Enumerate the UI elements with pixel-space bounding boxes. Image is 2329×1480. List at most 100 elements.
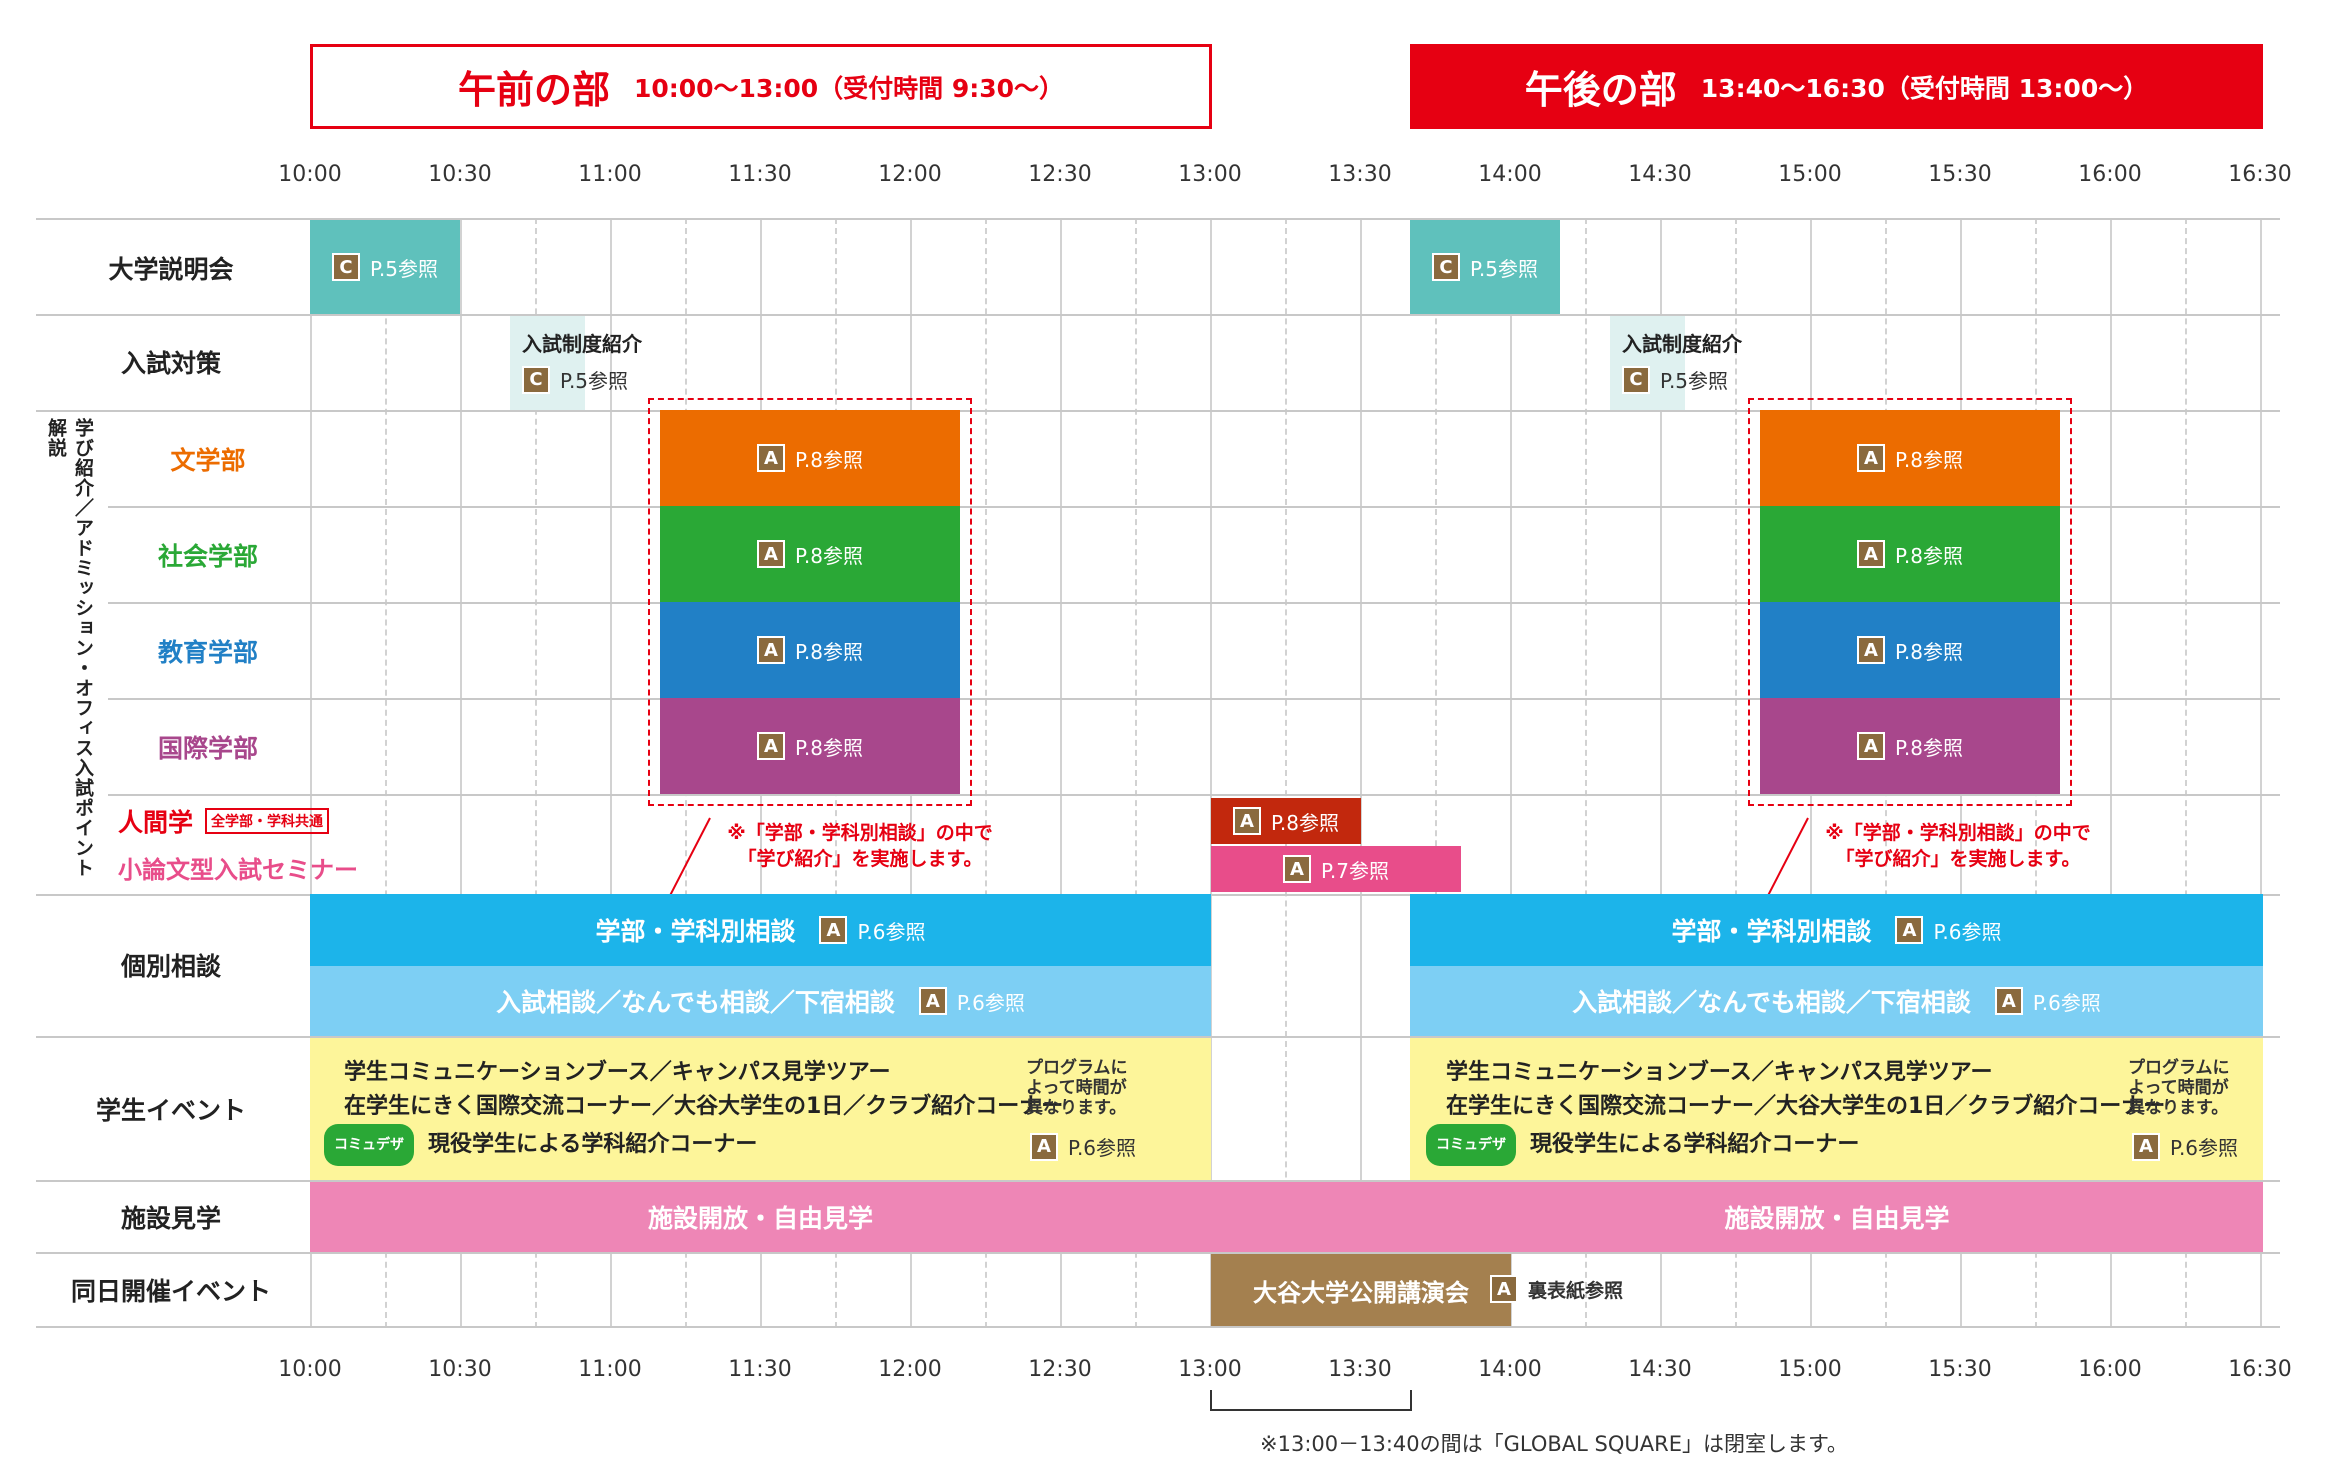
grid-line-minor — [1285, 218, 1287, 1328]
row-label-kobetsu: 個別相談 — [120, 952, 221, 981]
ref-p6: P.6参照 — [2170, 1136, 2239, 1160]
time-tick-label: 15:00 — [1778, 162, 1842, 187]
badge-a-icon: A — [756, 444, 785, 472]
event-line2: 在学生にきく国際交流コーナー／大谷大学生の1日／クラブ紹介コーナー — [344, 1094, 1064, 1119]
grid-line-minor — [985, 218, 987, 1328]
grid-line-minor — [2185, 218, 2187, 1328]
badge-c-icon: C — [331, 253, 360, 281]
badge-a-icon: A — [1856, 444, 1885, 472]
grid-row-line — [36, 1180, 2280, 1182]
badge-a-icon: A — [1030, 1132, 1058, 1161]
afternoon-header: 午後の部 13:40〜16:30（受付時間 13:00〜） — [1410, 44, 2263, 129]
grid-line-minor — [1435, 218, 1437, 1328]
time-tick-label: 16:30 — [2228, 1357, 2292, 1382]
badge-a-icon: A — [1282, 855, 1311, 883]
kyoiku-am-block: A P.8参照 — [660, 602, 960, 698]
ningengaku-block: A P.8参照 — [1211, 798, 1361, 844]
note-gakubu-pm: ※「学部・学科別相談」の中で 「学び紹介」を実施します。 — [1825, 822, 2091, 870]
ref-p8: P.8参照 — [1894, 639, 1964, 664]
row-label-ningengaku-group: 人間学 全学部・学科共通 — [118, 806, 358, 837]
grid-row-line — [36, 410, 2280, 412]
ref-p8: P.8参照 — [794, 639, 864, 664]
bungakubu-am-block: A P.8参照 — [660, 410, 960, 506]
time-tick-label: 12:30 — [1028, 1357, 1092, 1382]
event-line3: 現役学生による学科紹介コーナー — [428, 1132, 758, 1157]
nyushi-am-bg — [510, 316, 585, 410]
time-tick-label: 15:00 — [1778, 1357, 1842, 1382]
nyushi-soudan-label: 入試相談／なんでも相談／下宿相談 — [1572, 988, 1971, 1017]
gakubu-soudan-pm-block: 学部・学科別相談 A P.6参照 — [1410, 894, 2263, 966]
gakubu-pm-dashed-frame — [1748, 398, 2072, 806]
grid-line-minor — [385, 218, 387, 1328]
row-label-shoronbun: 小論文型入試セミナー — [118, 856, 358, 884]
event-line2: 在学生にきく国際交流コーナー／大谷大学生の1日／クラブ紹介コーナー — [1446, 1094, 2166, 1119]
program-note: プログラムに よって時間が 異なります。 — [2128, 1058, 2230, 1118]
morning-time: 10:00〜13:00（受付時間 9:30〜） — [633, 73, 1065, 103]
gakusei-event-am-block: 学生コミュニケーションブース／キャンパス見学ツアー 在学生にきく国際交流コーナー… — [310, 1038, 1211, 1180]
badge-a-icon: A — [918, 987, 947, 1015]
badge-c-icon: C — [1622, 365, 1650, 394]
badge-a-icon: A — [819, 916, 848, 944]
grid-row-line — [108, 698, 2280, 700]
grid-line-major — [1660, 218, 1662, 1328]
gakubu-soudan-label: 学部・学科別相談 — [1671, 917, 1872, 946]
setsumeikai-am-block: C P.5参照 — [310, 220, 460, 314]
grid-row-line — [36, 218, 2280, 220]
comyudeza-tag: コミュデザ — [324, 1124, 414, 1166]
gakubu-soudan-label: 学部・学科別相談 — [595, 917, 796, 946]
time-tick-label: 16:00 — [2078, 162, 2142, 187]
time-tick-label: 15:30 — [1928, 1357, 1992, 1382]
nyushi-seido-label: 入試制度紹介 — [522, 332, 642, 356]
time-tick-label: 11:30 — [728, 1357, 792, 1382]
time-tick-label: 12:00 — [878, 1357, 942, 1382]
time-tick-label: 13:00 — [1178, 162, 1242, 187]
time-tick-label: 11:00 — [578, 1357, 642, 1382]
badge-a-icon: A — [2132, 1132, 2160, 1161]
time-tick-label: 10:00 — [278, 1357, 342, 1382]
time-tick-label: 14:30 — [1628, 162, 1692, 187]
time-tick-label: 14:30 — [1628, 1357, 1692, 1382]
morning-header: 午前の部 10:00〜13:00（受付時間 9:30〜） — [310, 44, 1212, 129]
shisetsu-pm-block: 施設開放・自由見学 — [1211, 1182, 2263, 1252]
time-tick-label: 13:30 — [1328, 1357, 1392, 1382]
koukai-kouen-label: 大谷大学公開講演会 — [1253, 1278, 1469, 1307]
gakubu-soudan-am-block: 学部・学科別相談 A P.6参照 — [310, 894, 1211, 966]
grid-line-minor — [535, 218, 537, 1328]
ref-p6: P.6参照 — [1068, 1136, 1137, 1160]
ref-p8: P.8参照 — [1894, 543, 1964, 568]
afternoon-title: 午後の部 — [1524, 68, 1677, 112]
nyushi-seido-label: 入試制度紹介 — [1622, 332, 1742, 356]
shisetsu-kaiho-label: 施設開放・自由見学 — [647, 1204, 873, 1233]
time-tick-label: 10:30 — [428, 1357, 492, 1382]
time-tick-label: 13:00 — [1178, 1357, 1242, 1382]
event-line1: 学生コミュニケーションブース／キャンパス見学ツアー — [344, 1060, 891, 1085]
row-label-ningengaku: 人間学 — [118, 808, 194, 837]
ref-p8: P.8参照 — [1270, 810, 1340, 835]
nyushi-soudan-pm-block: 入試相談／なんでも相談／下宿相談 A P.6参照 — [1410, 966, 2263, 1036]
time-tick-label: 16:30 — [2228, 162, 2292, 187]
gakusei-event-pm-block: 学生コミュニケーションブース／キャンパス見学ツアー 在学生にきく国際交流コーナー… — [1410, 1038, 2263, 1180]
time-tick-label: 11:30 — [728, 162, 792, 187]
closed-bracket — [1210, 1390, 1412, 1411]
grid-line-major — [310, 218, 312, 1328]
ref-p5: P.5参照 — [369, 256, 439, 281]
grid-row-line — [36, 1252, 2280, 1254]
grid-line-major — [1060, 218, 1062, 1328]
row-label-nyushi-taisaku: 入試対策 — [120, 349, 221, 378]
shakai-pm-block: A P.8参照 — [1760, 506, 2060, 602]
afternoon-time: 13:40〜16:30（受付時間 13:00〜） — [1700, 73, 2149, 103]
ref-p8: P.8参照 — [794, 735, 864, 760]
koukai-kouen-block: 大谷大学公開講演会 — [1211, 1254, 1511, 1326]
grid-line-major — [1510, 218, 1512, 1328]
nyushi-soudan-label: 入試相談／なんでも相談／下宿相談 — [496, 988, 895, 1017]
grid-row-line — [108, 602, 2280, 604]
time-tick-label: 10:00 — [278, 162, 342, 187]
nyushi-am-content: 入試制度紹介 C P.5参照 — [522, 328, 702, 398]
ref-p7: P.7参照 — [1320, 858, 1390, 883]
time-tick-label: 12:30 — [1028, 162, 1092, 187]
grid-line-minor — [1135, 218, 1137, 1328]
time-tick-label: 14:00 — [1478, 162, 1542, 187]
grid-row-line — [108, 794, 2280, 796]
time-tick-label: 10:30 — [428, 162, 492, 187]
